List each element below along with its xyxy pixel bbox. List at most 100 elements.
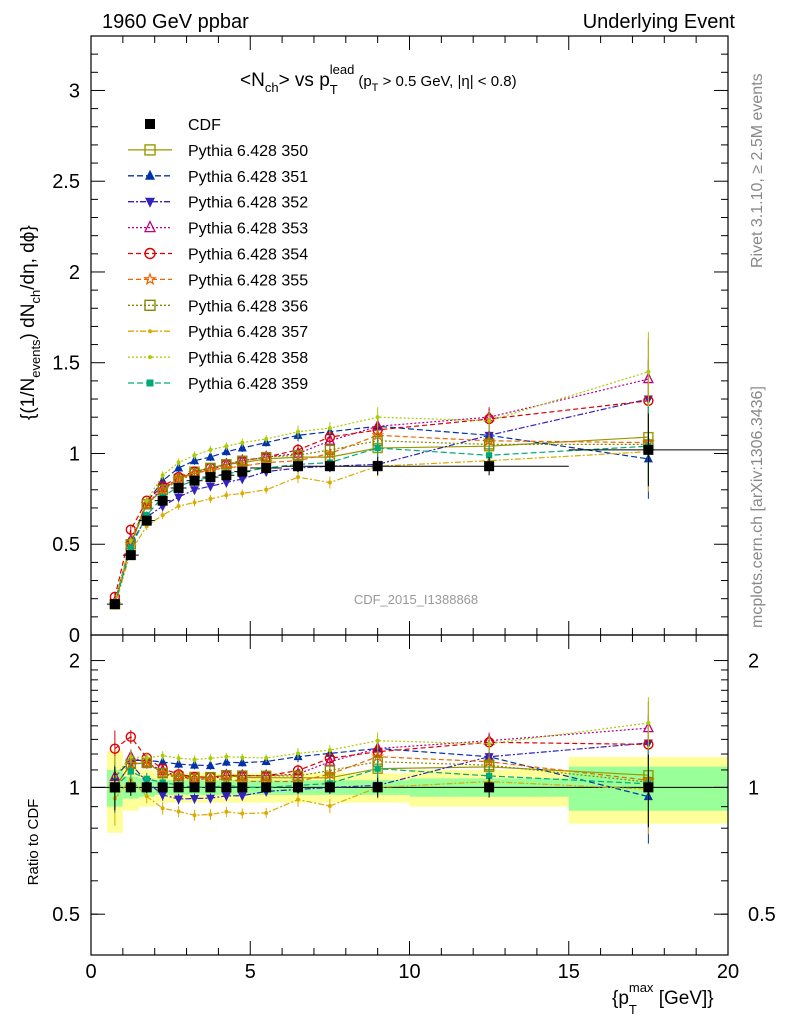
x-tick-label: 15 — [558, 961, 580, 983]
legend-entry: Pythia 6.428 350 — [128, 143, 308, 160]
data-point — [643, 444, 654, 455]
data-point — [205, 794, 215, 804]
legend-label: Pythia 6.428 359 — [188, 376, 308, 393]
series-ratio-9 — [112, 697, 651, 801]
legend-label: Pythia 6.428 350 — [188, 143, 308, 160]
data-point — [240, 491, 245, 496]
x-tick-label: 10 — [398, 961, 420, 983]
data-point — [264, 436, 269, 441]
title-cut-sub: T — [372, 82, 379, 94]
data-point — [237, 757, 247, 767]
ratio-y-axis-label: Ratio to CDF — [25, 799, 42, 886]
data-point — [146, 379, 154, 387]
main-y-tick-label: 1.5 — [52, 353, 80, 375]
data-point — [128, 754, 133, 759]
data-point — [144, 498, 149, 503]
data-point — [208, 812, 213, 817]
data-point — [157, 495, 168, 506]
data-point — [160, 753, 165, 758]
data-point — [240, 755, 245, 760]
data-point — [127, 544, 134, 552]
main-y-tick-label: 2 — [69, 262, 80, 284]
title-sup2: lead — [330, 62, 355, 77]
data-point — [221, 459, 232, 470]
data-point — [484, 782, 495, 793]
data-point — [144, 755, 149, 760]
data-point — [125, 550, 136, 561]
data-point — [173, 782, 184, 793]
ylabel-a: {(1/N — [18, 378, 39, 420]
data-point — [374, 765, 381, 772]
data-point — [324, 461, 335, 472]
ylabel-b: ) dN — [18, 304, 39, 340]
ratio-y-tick-label: 1 — [69, 777, 80, 799]
data-point — [224, 444, 229, 449]
data-point — [261, 463, 272, 474]
legend-entry: Pythia 6.428 351 — [128, 169, 308, 186]
data-point — [324, 444, 336, 456]
title-pre: <N — [240, 70, 265, 91]
data-point — [296, 429, 301, 434]
title-sub1: ch — [265, 80, 279, 95]
series-line — [114, 445, 649, 605]
xlabel-sup: max — [629, 980, 654, 995]
data-point — [375, 738, 380, 743]
data-point — [143, 512, 150, 519]
data-point — [375, 415, 380, 420]
data-point — [145, 197, 155, 208]
data-point — [643, 782, 654, 793]
data-point — [158, 756, 168, 766]
data-point — [237, 455, 248, 466]
data-point — [128, 538, 133, 543]
title-sub2: T — [330, 82, 338, 97]
legend-label: Pythia 6.428 352 — [188, 195, 308, 212]
data-point — [173, 482, 184, 493]
data-point — [176, 809, 181, 814]
data-point — [208, 756, 213, 761]
x-axis-label: {pTmax [GeV]} — [612, 980, 714, 1017]
ratio-y-tick-label: 0.5 — [52, 904, 80, 926]
data-point — [208, 496, 213, 501]
data-point — [143, 775, 150, 783]
legend-entry: Pythia 6.428 359 — [128, 376, 308, 393]
data-point — [293, 782, 304, 793]
data-point — [192, 813, 197, 818]
legend-label: Pythia 6.428 353 — [188, 221, 308, 238]
legend-entry: Pythia 6.428 356 — [128, 298, 308, 315]
data-point — [205, 482, 215, 492]
series-line — [114, 371, 649, 603]
data-point — [127, 768, 134, 775]
data-point — [190, 455, 200, 465]
data-point — [157, 782, 168, 793]
data-point — [327, 748, 332, 753]
data-point — [109, 743, 121, 754]
series-main-6 — [108, 402, 655, 610]
series-main-0 — [106, 413, 728, 610]
data-point — [224, 493, 229, 498]
series-line — [114, 440, 649, 605]
header-right-label: Underlying Event — [583, 11, 736, 33]
data-point — [372, 461, 383, 472]
rivet-version-label: Rivet 3.1.10, ≥ 2.5M events — [749, 73, 766, 268]
data-point — [205, 782, 216, 793]
legend-label: Pythia 6.428 356 — [188, 298, 308, 315]
data-point — [148, 355, 152, 360]
ylabel-b-sub: ch — [28, 290, 43, 304]
data-point — [144, 144, 156, 156]
ylabel-c: /dη, dϕ} — [18, 225, 39, 290]
xlabel-b: [GeV]} — [653, 988, 713, 1009]
series-main-9 — [112, 331, 651, 607]
main-series-group — [106, 331, 728, 610]
main-y-axis-label: {(1/Nevents) dNch/dη, dϕ} — [18, 225, 43, 420]
ratio-y-tick-label-right: 2 — [748, 651, 759, 673]
data-point — [190, 794, 200, 804]
data-point — [221, 479, 231, 489]
data-point — [125, 731, 137, 743]
data-point — [327, 803, 332, 808]
data-point — [205, 451, 215, 461]
series-ratio-0 — [109, 754, 654, 828]
data-point — [646, 721, 651, 726]
data-point — [296, 475, 301, 480]
data-point — [205, 760, 215, 770]
